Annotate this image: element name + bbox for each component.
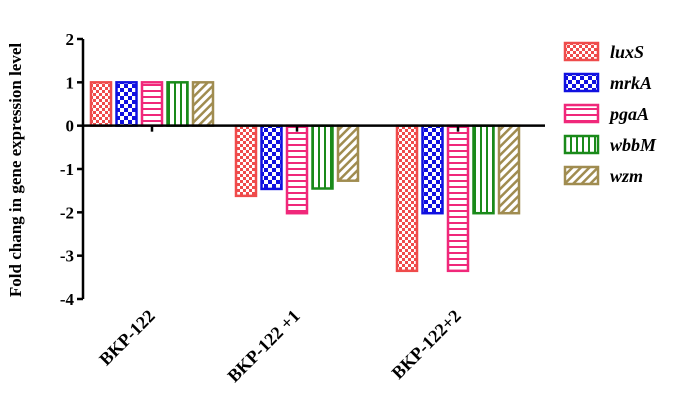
legend-item-mrkA: mrkA [563,72,652,93]
y-tick-label: -3 [60,247,74,266]
y-tick-label: -4 [60,290,75,309]
bar-mrkA-1 [115,81,138,127]
legend-item-wzm: wzm [563,165,643,186]
legend-label-luxS: luxS [610,42,644,62]
bar-wzm-1 [191,81,215,127]
x-tick-label: BKP-122 +1 [223,306,303,386]
legend-item-pgaA: pgaA [563,103,649,124]
x-tick-label: BKP-122+2 [388,306,465,383]
bar-wzm-3 [497,124,521,215]
legend-swatch-mrkA [563,72,600,93]
legend-label-wbbM: wbbM [610,135,657,155]
y-tick-label: -1 [60,160,74,179]
y-axis-label: Fold chang in gene expression level [6,43,25,297]
bar-pgaA-2 [285,124,309,215]
bar-wbbM-3 [472,124,495,215]
bar-luxS-1 [89,81,113,127]
bar-wbbM-2 [311,124,334,190]
legend: luxS mrkA pgaA wbbM wzm [563,41,657,186]
legend-label-pgaA: pgaA [608,104,649,124]
legend-swatch-wbbM [563,134,600,155]
legend-item-luxS: luxS [563,41,644,62]
bar-wzm-2 [336,124,360,182]
bar-pgaA-1 [140,81,164,127]
y-tick-label: 1 [66,73,75,92]
x-tick-label: BKP-122 [95,306,159,370]
bar-mrkA-3 [421,124,444,215]
legend-item-wbbM: wbbM [563,134,657,155]
legend-swatch-wzm [563,165,600,186]
legend-label-mrkA: mrkA [610,73,652,93]
bar-luxS-2 [234,124,258,198]
y-tick-label: 2 [66,30,75,49]
bar-mrkA-2 [260,124,283,191]
legend-swatch-pgaA [563,103,600,124]
bar-pgaA-3 [446,124,470,273]
bar-luxS-3 [395,124,419,273]
bars-layer [89,81,521,273]
bar-wbbM-1 [166,81,189,127]
legend-swatch-luxS [563,41,600,62]
y-tick-label: 0 [66,117,75,136]
y-tick-label: -2 [60,203,74,222]
legend-label-wzm: wzm [610,166,643,186]
